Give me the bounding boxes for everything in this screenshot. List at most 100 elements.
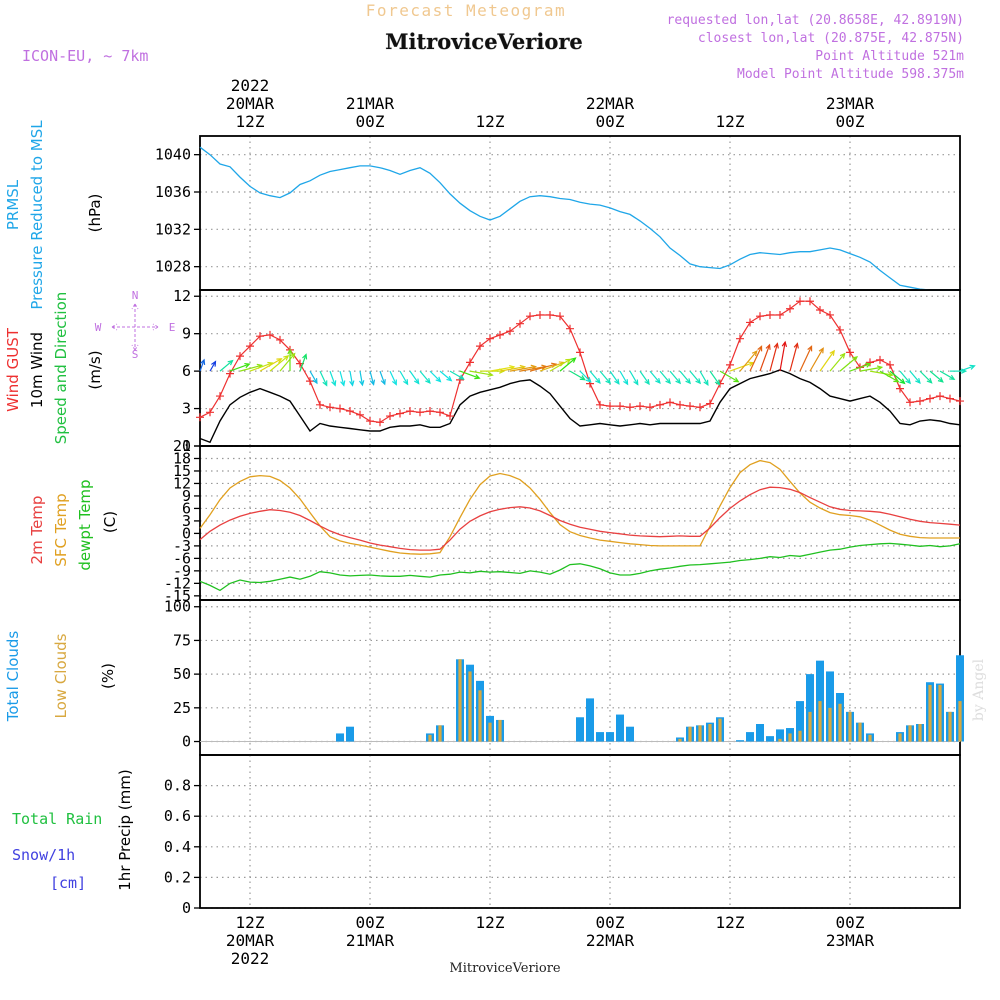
y-tick-label: 21 [173, 437, 191, 455]
time-label-top: 12Z [716, 112, 745, 131]
wind-arrow [319, 370, 328, 386]
wind-arrow-head [714, 379, 721, 386]
wind-arrow-head [633, 379, 639, 386]
gust-point [466, 358, 474, 367]
wind-arrow-head [570, 357, 577, 363]
gust-point [336, 404, 344, 413]
time-label-top: 21MAR [346, 94, 395, 113]
gust-point [886, 360, 894, 369]
wind-arrow [449, 370, 464, 380]
y-tick-label: 0 [182, 437, 191, 455]
wind-arrow-head [655, 377, 661, 385]
gust-point [806, 297, 814, 306]
wind-arrow [499, 366, 525, 372]
y-tick-label: 1040 [155, 146, 191, 164]
gust-point [646, 403, 654, 412]
wind-arrow-head [579, 375, 586, 381]
y-tick-label: 1028 [155, 258, 191, 276]
low-cloud-bar [468, 671, 472, 742]
low-cloud-bar [488, 722, 492, 742]
total-cloud-bar [766, 736, 774, 742]
y-tick-label: 0.4 [164, 838, 191, 856]
gust-point [636, 402, 644, 411]
wind-arrow [809, 348, 824, 372]
meteogram-title: Forecast Meteogram [366, 1, 566, 20]
y-tick-label: 15 [173, 462, 191, 480]
low-cloud-bar [798, 730, 802, 742]
low-cloud-bar [788, 733, 792, 742]
gust-point [206, 408, 214, 417]
wind-dir-label: Speed and Direction [52, 292, 70, 445]
wind-arrow [399, 370, 409, 385]
t2m-label: 2m Temp [28, 496, 46, 565]
y-tick-label: 9 [182, 487, 191, 505]
gust-point [256, 332, 264, 341]
wind-arrow-head [765, 343, 771, 350]
gust-point [616, 402, 624, 411]
y-tick-label: 12 [173, 474, 191, 492]
wind-arrow [199, 359, 205, 372]
gust-point [656, 400, 664, 409]
total-cloud-bar [626, 726, 634, 742]
gust-point [956, 397, 964, 406]
compass-n: N [132, 289, 139, 302]
low-cloud-bar [498, 719, 502, 742]
wind-arrow [519, 365, 547, 372]
low-cloud-bar [778, 738, 782, 742]
total-cloud-bar [826, 671, 834, 742]
wind-arrow-head [425, 377, 431, 385]
low-cloud-bar [928, 684, 932, 742]
wind-arrow [869, 370, 893, 376]
y-tick-label: 9 [182, 325, 191, 343]
low-cloud-bar [918, 724, 922, 742]
gust-point [486, 334, 494, 343]
wind-arrow-head [685, 378, 692, 385]
gust-point [696, 403, 704, 412]
gust-point [236, 352, 244, 361]
gust-point [396, 409, 404, 418]
wind-arrow-head [733, 377, 740, 383]
y-tick-label: -9 [173, 562, 191, 580]
gust-point [436, 408, 444, 417]
wind-arrow [339, 370, 345, 386]
wind-arrow-head [949, 374, 956, 381]
wind-arrow [679, 370, 691, 384]
y-tick-label: -15 [164, 587, 191, 605]
wind-line [199, 369, 961, 444]
y-tick-label: 0.2 [164, 868, 191, 886]
wind-arrow-head [369, 379, 376, 386]
dewpt-label: dewpt Temp [76, 479, 94, 570]
wind-arrow [859, 366, 882, 372]
gust-point [726, 360, 734, 369]
wind-arrow [849, 363, 871, 372]
gust-point [816, 305, 824, 314]
model-name: ICON-EU, ~ 7km [22, 47, 148, 65]
total-cloud-bar [806, 674, 814, 742]
gust-point [246, 342, 254, 351]
total-cloud-bar [596, 732, 604, 742]
wind-arrow-head [414, 378, 420, 385]
pressure-label: PRMSL [4, 179, 22, 230]
gust-point [516, 319, 524, 328]
gust-point [316, 400, 324, 409]
wind-arrow [269, 355, 289, 372]
low-cloud-bar [718, 718, 722, 742]
wind-arrow-head [283, 354, 290, 361]
low-cloud-bar [818, 701, 822, 742]
wind-arrow [779, 341, 786, 372]
compass-w: W [95, 321, 102, 334]
gust-point [776, 310, 784, 319]
time-label-top: 00Z [356, 112, 385, 131]
y-tick-label: 0 [182, 524, 191, 542]
wind-arrow [929, 370, 944, 383]
wind-arrow-head [695, 378, 702, 385]
wind-arrow [959, 365, 975, 372]
wind-arrow-head [614, 378, 620, 385]
total-cloud-bar [816, 660, 824, 742]
model-altitude: Model Point Altitude 598.375m [737, 67, 964, 82]
wind-arrow-head [876, 365, 884, 371]
gust-label: Wind GUST [4, 327, 22, 412]
time-label-top: 22MAR [586, 94, 635, 113]
low-cloud-bar [458, 659, 462, 742]
low-cloud-bar [868, 734, 872, 742]
